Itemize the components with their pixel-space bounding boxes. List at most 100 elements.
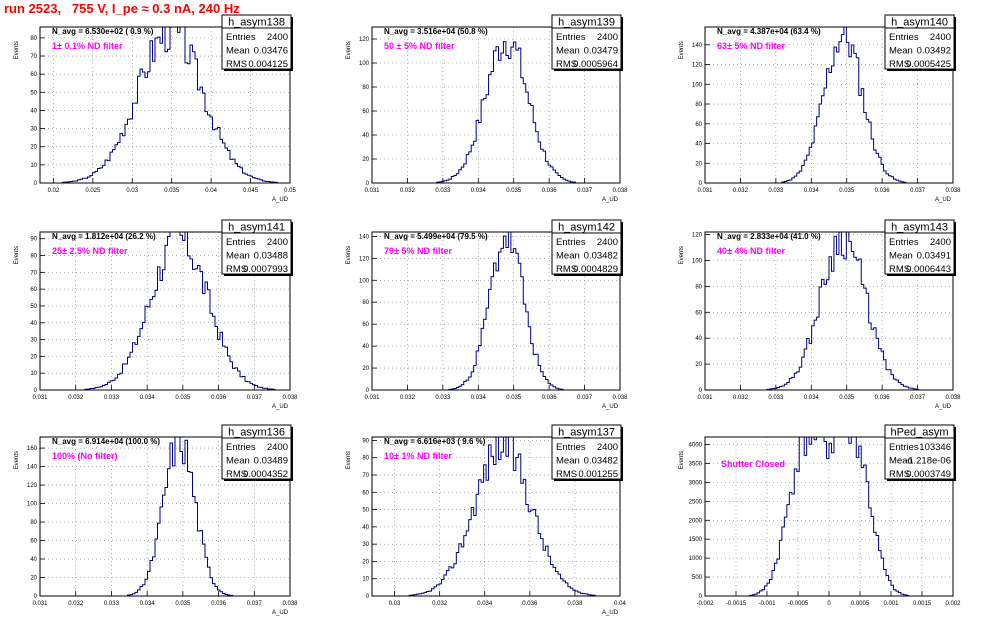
- x-axis-title: A_UD: [272, 404, 289, 410]
- x-tick-label: 0.037: [910, 188, 926, 194]
- filter-annotation: 10± 1% ND filter: [384, 451, 452, 461]
- stats-box: [884, 14, 955, 70]
- plot-frame: [39, 26, 291, 184]
- filter-annotation: 100% (No filter): [52, 451, 118, 461]
- stat-value-mean: 0.03476: [254, 46, 288, 57]
- stat-label-rms: RMS: [556, 264, 577, 275]
- histogram-name: h_asym139: [558, 17, 615, 29]
- stat-label-entries: Entries: [889, 442, 919, 453]
- histogram-bars: [40, 26, 290, 184]
- stat-value-mean: -1.218e-06: [905, 456, 951, 467]
- y-tick-label: 80: [30, 520, 37, 526]
- x-tick-label: 0.036: [522, 601, 538, 607]
- y-tick-label: 4000: [689, 443, 703, 449]
- y-tick-label: 140: [27, 465, 38, 471]
- y-tick-label: 0: [366, 181, 370, 187]
- y-tick-label: 10: [362, 577, 369, 583]
- x-tick-label: 0.045: [243, 188, 259, 194]
- y-tick-label: 80: [695, 102, 702, 108]
- plot-frame: [39, 436, 291, 597]
- histogram-panel-h_asym143: 0.031 0.032 0.033 0.034 0.035 0.036 0.037 0.038…: [679, 219, 961, 410]
- x-tick-label: 0.033: [768, 188, 784, 194]
- navg-label: N_avg = 6.616e+03 ( 9.6 %): [384, 437, 486, 446]
- y-tick-label: 30: [362, 542, 369, 548]
- x-tick-label: 0.032: [733, 395, 749, 401]
- y-tick-label: 40: [695, 336, 702, 342]
- stats-box: [884, 219, 955, 275]
- y-tick-label: 120: [27, 483, 38, 489]
- y-tick-label: 40: [362, 344, 369, 350]
- filter-annotation: 1± 0.1% ND filter: [52, 41, 123, 51]
- x-axis-title: A_UD: [272, 197, 289, 203]
- x-tick-label: 0.036: [542, 395, 558, 401]
- x-tick-label: 0.032: [400, 188, 416, 194]
- x-tick-label: 0.038: [612, 188, 628, 194]
- filter-annotation: 25± 2.5% ND filter: [52, 246, 128, 256]
- stat-label-rms: RMS: [889, 469, 910, 480]
- stat-label-mean: Mean: [889, 46, 913, 57]
- y-tick-label: 20: [695, 362, 702, 368]
- x-tick-label: 0.038: [612, 395, 628, 401]
- x-tick-label: 0.05: [284, 188, 296, 194]
- y-tick-label: 2500: [689, 499, 703, 505]
- x-tick-label: 0.031: [364, 188, 380, 194]
- histogram-name: h_asym142: [558, 222, 615, 234]
- y-axis-title: Events: [346, 41, 352, 59]
- x-tick-label: 0.033: [435, 188, 451, 194]
- x-tick-label: 0.034: [804, 395, 820, 401]
- x-tick-label: -0.0015: [726, 601, 747, 607]
- y-axis-title: Events: [346, 451, 352, 469]
- y-tick-label: 10: [30, 163, 37, 169]
- y-tick-label: 120: [692, 63, 703, 69]
- x-tick-label: 0.025: [85, 188, 101, 194]
- y-tick-label: 70: [362, 473, 369, 479]
- y-tick-label: 80: [362, 456, 369, 462]
- y-axis-title: Events: [14, 41, 20, 59]
- x-tick-label: 0.031: [697, 188, 713, 194]
- y-axis-title: Events: [679, 41, 685, 59]
- stat-value-rms: 0.0007993: [243, 264, 288, 275]
- y-tick-label: 80: [362, 85, 369, 91]
- stat-label-rms: RMS: [889, 59, 910, 70]
- stat-value-rms: 0.004125: [248, 59, 288, 70]
- y-tick-label: 20: [30, 576, 37, 582]
- x-tick-label: 0.035: [164, 188, 180, 194]
- stat-label-mean: Mean: [889, 456, 913, 467]
- y-tick-label: 60: [30, 539, 37, 545]
- plot-frame: [371, 436, 621, 597]
- plot-frame: [39, 231, 291, 391]
- y-tick-label: 10: [30, 371, 37, 377]
- y-tick-label: 40: [30, 321, 37, 327]
- histogram-panel-h_asym139: 0.031 0.032 0.033 0.034 0.035 0.036 0.037 0.038…: [346, 14, 628, 203]
- x-tick-label: 0.002: [945, 601, 961, 607]
- histogram-name: h_asym140: [891, 17, 948, 29]
- x-axis-title: A_UD: [935, 197, 952, 203]
- x-tick-label: 0.001: [883, 601, 899, 607]
- y-tick-label: 40: [362, 525, 369, 531]
- stat-label-mean: Mean: [226, 456, 250, 467]
- y-tick-label: 40: [30, 557, 37, 563]
- x-tick-label: 0.0015: [913, 601, 932, 607]
- histogram-panel-h_asym137: 0.03 0.032 0.034 0.036 0.038 0.04 0 10 20 30 40 50 6…: [346, 424, 626, 616]
- histogram-panel-hPed_asym: -0.002 -0.0015 -0.001 -0.0005 0 0.0005 0.001 0.…: [679, 424, 961, 607]
- stat-value-mean: 0.03492: [917, 46, 951, 57]
- stats-box: [221, 14, 292, 70]
- stat-label-entries: Entries: [556, 442, 586, 453]
- y-tick-label: 0: [34, 594, 38, 600]
- y-tick-label: 80: [30, 36, 37, 42]
- stat-label-rms: RMS: [226, 469, 247, 480]
- histogram-name: h_asym137: [558, 427, 615, 439]
- x-tick-label: 0.037: [247, 601, 263, 607]
- x-tick-label: 0.032: [68, 395, 84, 401]
- x-tick-label: 0.033: [104, 601, 120, 607]
- stat-label-rms: RMS: [889, 264, 910, 275]
- stat-label-rms: RMS: [226, 59, 247, 70]
- stat-label-mean: Mean: [226, 46, 250, 57]
- y-tick-label: 0: [699, 181, 703, 187]
- y-tick-label: 60: [362, 490, 369, 496]
- histogram-panel-h_asym142: 0.031 0.032 0.033 0.034 0.035 0.036 0.037 0.038…: [346, 219, 628, 410]
- navg-label: N_avg = 5.499e+04 (79.5 %): [384, 232, 488, 241]
- navg-label: N_avg = 6.530e+02 ( 0.9 %): [52, 27, 154, 36]
- x-tick-label: 0.038: [282, 601, 298, 607]
- x-tick-label: 0.037: [247, 395, 263, 401]
